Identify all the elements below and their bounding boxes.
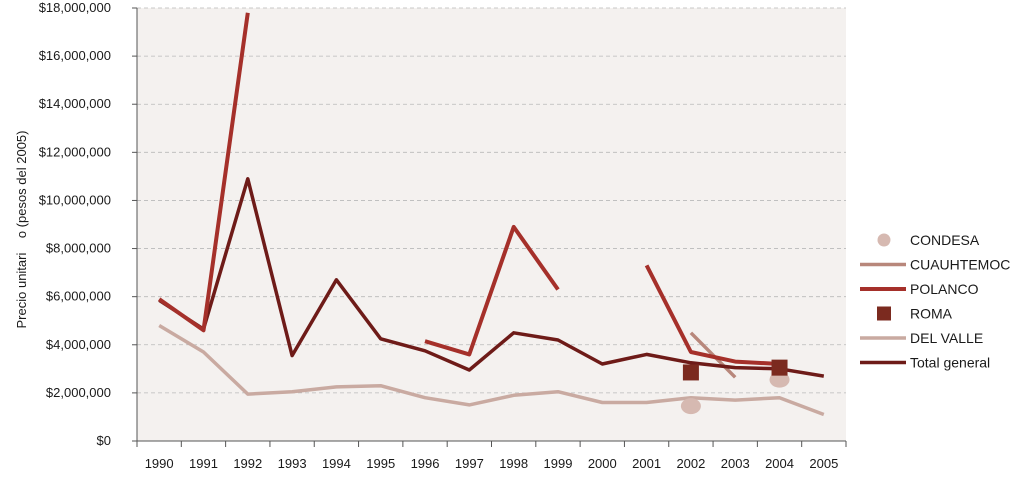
legend-item-roma: ROMA [877,306,953,322]
series-roma [682,359,788,381]
x-tick-label: 1996 [411,456,440,471]
x-tick-label: 2004 [765,456,794,471]
data-point-condesa [769,371,790,388]
x-tick-label: 1993 [278,456,307,471]
x-tick-label: 1995 [366,456,395,471]
x-tick-label: 2001 [632,456,661,471]
series-layer [158,12,825,417]
x-tick-label: 2003 [721,456,750,471]
legend-item-total-general: Total general [860,355,990,371]
y-tick-label: $6,000,000 [46,289,111,304]
y-tick-label: $16,000,000 [39,48,111,63]
gridlines [137,7,846,394]
x-tick-label: 1997 [455,456,484,471]
y-tick-label: $10,000,000 [39,192,111,207]
y-tick-label: $0 [97,433,111,448]
y-tick-label: $12,000,000 [39,144,111,159]
y-tick-label: $8,000,000 [46,241,111,256]
series-line-del-valle [158,323,825,417]
legend-label: CONDESA [910,232,980,248]
data-point-roma [771,359,788,376]
x-tick-label: 1991 [189,456,218,471]
data-point-condesa [680,398,701,415]
axes [132,7,847,447]
plot-background [137,8,846,441]
y-tick-label: $4,000,000 [46,337,111,352]
series-polanco [158,12,780,366]
x-tick-label: 1998 [499,456,528,471]
series-line-total-general [158,177,825,378]
series-line-polanco [644,264,780,366]
x-tick-label: 2000 [588,456,617,471]
legend-label: ROMA [910,306,953,322]
legend-item-condesa: CONDESA [877,232,980,248]
x-tick-label: 2002 [676,456,705,471]
y-tick-label: $14,000,000 [39,96,111,111]
x-tick-label: 1990 [145,456,174,471]
series-line-polanco [158,12,250,333]
series-total-general [158,177,825,378]
legend-label: Total general [910,355,990,371]
series-del-valle [158,323,825,417]
series-line-polanco [424,224,560,357]
series-condesa [680,371,790,415]
x-tick-label: 1994 [322,456,351,471]
y-axis-title: Precio unitari o (pesos del 2005) [14,131,29,329]
y-tick-label: $2,000,000 [46,385,111,400]
legend-item-polanco: POLANCO [860,281,979,297]
legend-item-del-valle: DEL VALLE [860,330,983,346]
legend-label: CUAUHTEMOC [910,257,1010,273]
legend-marker-square [877,306,891,321]
legend-item-cuauhtemoc: CUAUHTEMOC [860,257,1010,273]
legend-marker-circle [877,233,891,247]
x-tick-label: 1999 [544,456,573,471]
tick-labels: $0 $2,000,000 $4,000,000 $6,000,000 $8,000,0… [39,0,839,471]
y-tick-label: $18,000,000 [39,0,111,15]
data-point-roma [682,364,699,381]
legend-label: POLANCO [910,281,979,297]
x-tick-label: 2005 [809,456,838,471]
x-tick-label: 1992 [233,456,262,471]
legend: CONDESA CUAUHTEMOC POLANCO ROMA DEL VALLE Tot… [860,232,1010,371]
legend-label: DEL VALLE [910,330,983,346]
